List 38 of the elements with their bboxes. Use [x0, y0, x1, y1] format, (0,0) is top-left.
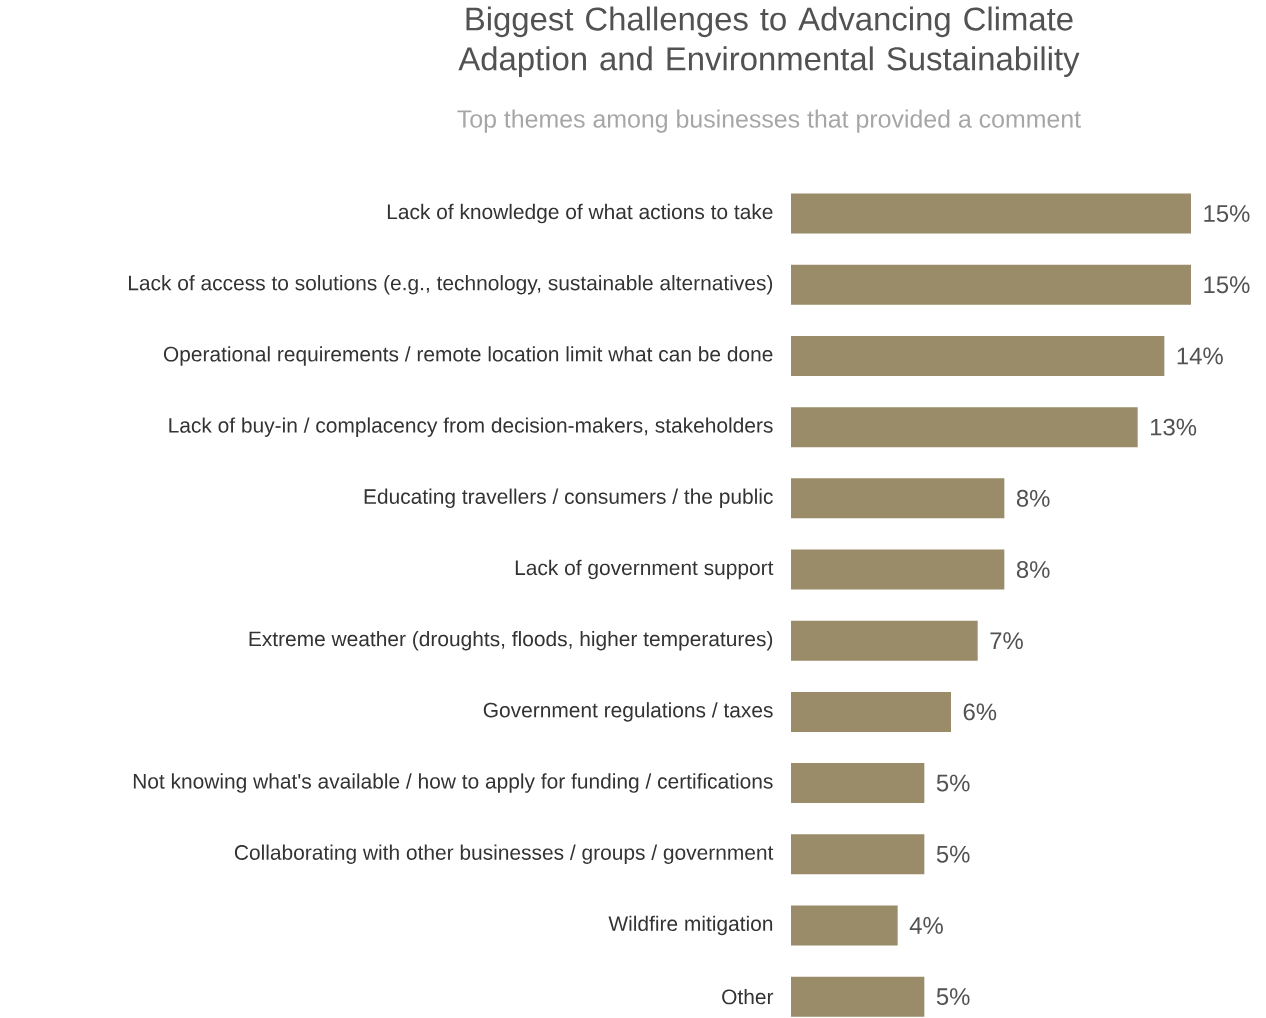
- bar: [791, 478, 1005, 519]
- data-label: 5%: [936, 845, 970, 863]
- y-tick-label: Operational requirements / remote location limit what can be done: [163, 346, 773, 366]
- bar: [791, 691, 952, 732]
- data-label: 4%: [909, 917, 943, 934]
- bar: [791, 620, 978, 661]
- bar: [791, 335, 1165, 376]
- y-tick-label: Lack of knowledge of what actions to take: [387, 203, 773, 224]
- data-label: 13%: [1151, 418, 1197, 436]
- data-label: 5%: [936, 774, 970, 792]
- bar: [791, 976, 925, 1017]
- y-tick-label: Lack of buy-in / complacency from decision-makers, stakeholders: [169, 417, 773, 437]
- bar: [791, 193, 1192, 234]
- y-tick-label: Lack of access to solutions (e.g., technology, sustainable alternatives): [128, 275, 773, 295]
- y-tick-label: Other: [722, 988, 774, 1005]
- chart-title: Biggest Challenges to Advancing Climate Adaption and Environmental Sustainability: [458, 6, 1080, 78]
- y-tick-label: Wildfire mitigation: [608, 915, 773, 936]
- bar: [791, 407, 1138, 448]
- data-label: 8%: [1016, 489, 1050, 507]
- y-tick-label: Collaborating with other businesses / groups / government: [234, 844, 774, 865]
- data-label: 8%: [1016, 561, 1050, 578]
- y-tick-label: Educating travellers / consumers / the public: [364, 488, 773, 509]
- chart-subtitle: Top themes among businesses that provided a comment: [457, 109, 1081, 133]
- bar: [791, 834, 925, 875]
- bar: [791, 763, 925, 804]
- data-label: 14%: [1177, 347, 1223, 365]
- bar: [791, 905, 898, 946]
- y-tick-label: Government regulations / taxes: [483, 702, 773, 722]
- y-tick-label: Not knowing what's available / how to apply for funding / certifications: [133, 773, 773, 793]
- data-label: 15%: [1204, 276, 1250, 294]
- data-label: 15%: [1204, 205, 1250, 222]
- data-label: 7%: [990, 632, 1023, 650]
- bar: [791, 264, 1192, 305]
- data-label: 6%: [963, 703, 997, 721]
- data-label: 5%: [936, 988, 970, 1006]
- y-tick-label: Lack of government support: [515, 559, 774, 580]
- bar: [791, 549, 1005, 590]
- y-tick-label: Extreme weather (droughts, floods, higher temperatures): [249, 630, 773, 651]
